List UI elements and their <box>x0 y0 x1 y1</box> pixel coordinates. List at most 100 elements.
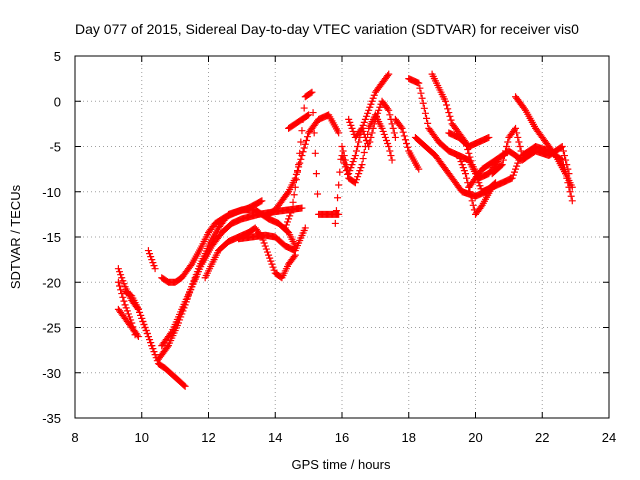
data-point-marker <box>503 143 511 150</box>
x-tick-label: 18 <box>402 430 416 445</box>
data-point-marker <box>294 168 301 176</box>
data-point-marker <box>568 197 576 205</box>
data-point-marker <box>385 106 393 114</box>
data-point-marker <box>384 105 392 113</box>
data-point-marker <box>261 242 269 250</box>
data-point-marker <box>423 114 431 122</box>
data-point-marker <box>516 143 524 150</box>
data-point-marker <box>117 271 125 279</box>
series-track-l <box>281 88 343 232</box>
data-point-marker <box>566 188 574 196</box>
data-point-marker <box>140 320 148 328</box>
x-tick-label: 10 <box>135 430 149 445</box>
data-point-marker <box>517 147 525 155</box>
data-point-marker <box>288 206 296 214</box>
data-point-marker <box>383 136 390 144</box>
data-point-marker <box>415 79 423 87</box>
y-tick-label: 5 <box>54 49 61 64</box>
data-point-marker <box>300 104 308 112</box>
x-axis-ticks: 8 10 12 14 16 18 20 22 24 <box>71 56 616 445</box>
data-point-marker <box>180 304 188 312</box>
data-point-marker <box>124 310 132 318</box>
data-point-marker <box>335 181 343 189</box>
data-point-marker <box>269 263 277 271</box>
data-point-marker <box>163 343 171 351</box>
data-point-marker <box>268 260 276 268</box>
x-axis-label: GPS time / hours <box>292 457 391 472</box>
data-point-marker <box>189 280 197 288</box>
data-point-marker <box>309 109 317 117</box>
data-point-marker <box>338 143 346 150</box>
data-point-marker <box>183 295 191 303</box>
data-point-marker <box>466 188 474 196</box>
data-point-marker <box>360 130 368 138</box>
data-point-marker <box>381 133 389 141</box>
data-point-marker <box>355 170 363 178</box>
data-point-marker <box>444 105 452 113</box>
data-point-marker <box>119 293 127 301</box>
data-point-marker <box>385 143 393 150</box>
data-point-marker <box>404 143 412 151</box>
data-point-marker <box>178 310 186 318</box>
data-point-marker <box>509 171 517 179</box>
data-point-marker <box>362 112 370 120</box>
y-tick-label: -15 <box>42 230 61 245</box>
data-point-marker <box>513 162 521 170</box>
data-point-marker <box>456 155 464 163</box>
data-point-marker <box>299 148 307 156</box>
data-point-marker <box>568 183 576 191</box>
data-point-marker <box>400 132 408 140</box>
data-point-marker <box>510 168 518 176</box>
data-point-marker <box>285 215 293 223</box>
data-point-marker <box>148 256 156 264</box>
data-point-marker <box>356 167 364 175</box>
data-point-marker <box>295 161 303 169</box>
x-tick-label: 20 <box>468 430 482 445</box>
data-point-marker <box>351 179 359 187</box>
data-point-marker <box>375 106 383 114</box>
data-point-marker <box>485 133 493 141</box>
data-point-marker <box>184 292 192 300</box>
data-point-marker <box>379 127 387 135</box>
data-point-marker <box>144 247 152 255</box>
data-point-marker <box>296 159 304 167</box>
data-point-marker <box>307 89 315 97</box>
data-point-marker <box>192 271 200 279</box>
data-point-marker <box>520 105 528 113</box>
series-track-k <box>265 111 343 218</box>
data-point-marker <box>297 155 305 163</box>
data-point-marker <box>558 143 566 150</box>
data-point-marker <box>331 219 339 227</box>
x-tick-label: 24 <box>602 430 616 445</box>
data-point-marker <box>347 164 355 172</box>
data-point-marker <box>557 143 565 151</box>
data-point-marker <box>385 70 393 78</box>
data-point-marker <box>342 167 350 175</box>
x-tick-label: 22 <box>535 430 549 445</box>
data-point-marker <box>349 127 357 135</box>
data-point-marker <box>143 330 151 338</box>
series-track-y <box>512 93 576 191</box>
data-point-marker <box>455 152 463 160</box>
data-point-marker <box>421 109 429 117</box>
y-tick-label: -30 <box>42 366 61 381</box>
data-point-marker <box>513 129 521 137</box>
data-point-marker <box>497 162 505 170</box>
data-point-marker <box>187 262 195 270</box>
data-point-marker <box>567 192 575 200</box>
data-point-marker <box>514 159 522 167</box>
data-point-marker <box>561 152 568 160</box>
data-point-marker <box>512 124 520 132</box>
data-point-marker <box>372 112 380 120</box>
data-point-marker <box>150 348 158 356</box>
y-tick-label: -25 <box>42 321 61 336</box>
data-point-marker <box>457 158 465 166</box>
data-point-marker <box>116 282 123 290</box>
data-point-marker <box>490 180 498 188</box>
data-point-marker <box>291 174 299 182</box>
data-point-marker <box>460 167 468 175</box>
data-point-marker <box>514 133 522 141</box>
data-point-marker <box>311 149 319 157</box>
data-point-marker <box>360 118 368 126</box>
data-point-marker <box>298 204 306 212</box>
